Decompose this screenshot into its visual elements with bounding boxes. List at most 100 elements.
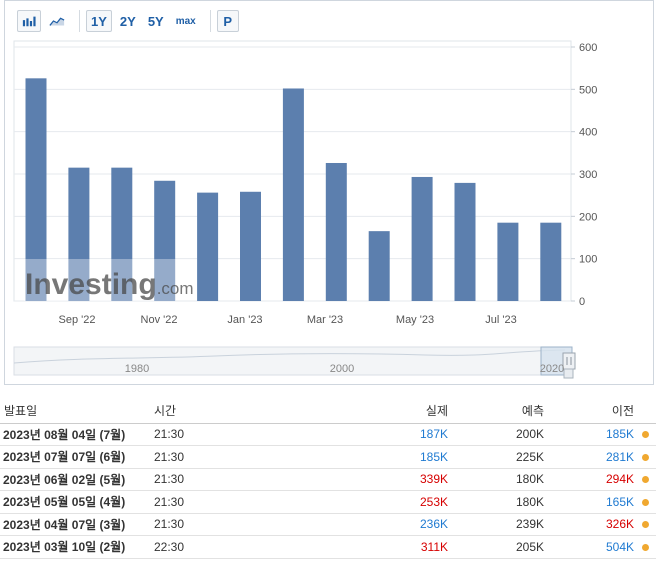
- x-tick-label: May '23: [396, 314, 434, 326]
- bar: [540, 222, 562, 301]
- y-tick-label: 500: [579, 84, 597, 96]
- status-dot-icon: [641, 476, 649, 484]
- cell-actual: 236K: [260, 513, 456, 536]
- investing-watermark-logo: Investing.com: [24, 259, 194, 301]
- x-tick-label: Sep '22: [59, 314, 96, 326]
- cell-date: 2023년 05월 05일 (4월): [0, 490, 150, 514]
- chart-panel: 0 100 200 300 400 500 600 Investing.com Sep '22 N…: [4, 0, 654, 385]
- cell-alert: [634, 445, 656, 469]
- bar-chart: 0 100 200 300 400 500 600 Investing.com Sep '22 N…: [13, 40, 597, 379]
- cell-forecast: 200K: [456, 423, 548, 446]
- bar: [68, 167, 90, 301]
- bar: [282, 88, 304, 301]
- y-tick-label: 100: [579, 254, 597, 266]
- cell-alert: [634, 468, 656, 491]
- release-history-table: 발표일 시간 실제 예측 이전 2023년 08월 04일 (7월) 21:30 1…: [0, 398, 656, 559]
- cell-actual: 187K: [260, 423, 456, 446]
- header-actual[interactable]: 실제: [260, 398, 456, 424]
- bar: [497, 222, 519, 301]
- bar-chart-icon[interactable]: [17, 10, 41, 32]
- header-dot: [634, 398, 656, 424]
- table-row: 2023년 04월 07일 (3월) 21:30 236K 239K 326K: [0, 513, 656, 536]
- watermark-text: Investing.com: [25, 268, 194, 301]
- bar: [454, 182, 476, 301]
- cell-actual: 253K: [260, 490, 456, 514]
- cell-previous: 504K: [548, 535, 634, 559]
- table-row: 2023년 05월 05일 (4월) 21:30 253K 180K 165K: [0, 490, 656, 514]
- cell-previous: 165K: [548, 490, 634, 514]
- scrollbar-arrow: [563, 368, 574, 379]
- table-row: 2023년 08월 04일 (7월) 21:30 187K 200K 185K: [0, 423, 656, 446]
- toolbar-divider: [209, 10, 211, 32]
- cell-time: 21:30: [150, 513, 260, 536]
- cell-forecast: 239K: [456, 513, 548, 536]
- bar: [25, 78, 47, 302]
- bar: [154, 180, 176, 301]
- area-chart-icon[interactable]: [45, 10, 69, 32]
- navigator-year-label: 2020: [540, 363, 564, 375]
- cell-previous: 326K: [548, 513, 634, 536]
- bar: [197, 192, 219, 301]
- y-tick-label: 200: [579, 211, 597, 223]
- cell-time: 21:30: [150, 445, 260, 469]
- cell-forecast: 180K: [456, 490, 548, 514]
- cell-time: 21:30: [150, 490, 260, 514]
- header-previous[interactable]: 이전: [548, 398, 634, 424]
- navigator-series-line: [13, 349, 566, 364]
- range-1y-button[interactable]: 1Y: [86, 10, 112, 32]
- status-dot-icon: [641, 521, 649, 529]
- y-tick-label: 400: [579, 127, 597, 139]
- x-tick-label: Nov '22: [141, 314, 178, 326]
- range-2y-button[interactable]: 2Y: [119, 13, 136, 29]
- p-button[interactable]: P: [216, 10, 239, 32]
- x-tick-label: Jan '23: [227, 314, 262, 326]
- range-5y-button[interactable]: 5Y: [147, 13, 164, 29]
- cell-actual: 311K: [260, 535, 456, 559]
- status-dot-icon: [641, 498, 649, 506]
- bar: [325, 162, 347, 301]
- cell-alert: [634, 490, 656, 514]
- cell-date: 2023년 04월 07일 (3월): [0, 513, 150, 536]
- bar: [411, 176, 433, 301]
- cell-actual: 339K: [260, 468, 456, 491]
- status-dot-icon: [641, 431, 649, 439]
- range-max-button[interactable]: max: [175, 15, 196, 27]
- navigator-year-label: 2000: [330, 363, 354, 375]
- toolbar-divider: [79, 10, 80, 32]
- cell-date: 2023년 08월 04일 (7월): [0, 423, 150, 446]
- cell-time: 21:30: [150, 423, 260, 446]
- cell-alert: [634, 423, 656, 446]
- y-tick-label: 600: [579, 42, 597, 54]
- bar: [111, 167, 133, 301]
- cell-date: 2023년 06월 02일 (5월): [0, 468, 150, 491]
- table-row: 2023년 03월 10일 (2월) 22:30 311K 205K 504K: [0, 535, 656, 559]
- header-forecast[interactable]: 예측: [456, 398, 548, 424]
- cell-previous: 294K: [548, 468, 634, 491]
- chart-toolbar: 1Y 2Y 5Y max P: [17, 9, 243, 33]
- y-tick-label: 0: [579, 296, 585, 308]
- table-header-row: 발표일 시간 실제 예측 이전: [0, 398, 656, 424]
- header-date[interactable]: 발표일: [0, 398, 150, 424]
- status-dot-icon: [641, 543, 649, 551]
- status-dot-icon: [641, 453, 649, 461]
- cell-previous: 185K: [548, 423, 634, 446]
- cell-date: 2023년 03월 10일 (2월): [0, 535, 150, 559]
- navigator-handle: [562, 352, 576, 370]
- table-row: 2023년 06월 02일 (5월) 21:30 339K 180K 294K: [0, 468, 656, 491]
- cell-previous: 281K: [548, 445, 634, 469]
- table-row: 2023년 07월 07일 (6월) 21:30 185K 225K 281K: [0, 445, 656, 469]
- cell-time: 22:30: [150, 535, 260, 559]
- cell-forecast: 205K: [456, 535, 548, 559]
- cell-actual: 185K: [260, 445, 456, 469]
- x-tick-label: Mar '23: [307, 314, 343, 326]
- cell-forecast: 180K: [456, 468, 548, 491]
- cell-alert: [634, 513, 656, 536]
- bar: [368, 231, 390, 301]
- navigator-strip: [13, 346, 573, 376]
- x-tick-label: Jul '23: [485, 314, 516, 326]
- cell-alert: [634, 535, 656, 559]
- cell-date: 2023년 07월 07일 (6월): [0, 445, 150, 469]
- y-tick-label: 300: [579, 169, 597, 181]
- cell-time: 21:30: [150, 468, 260, 491]
- header-time[interactable]: 시간: [150, 398, 260, 424]
